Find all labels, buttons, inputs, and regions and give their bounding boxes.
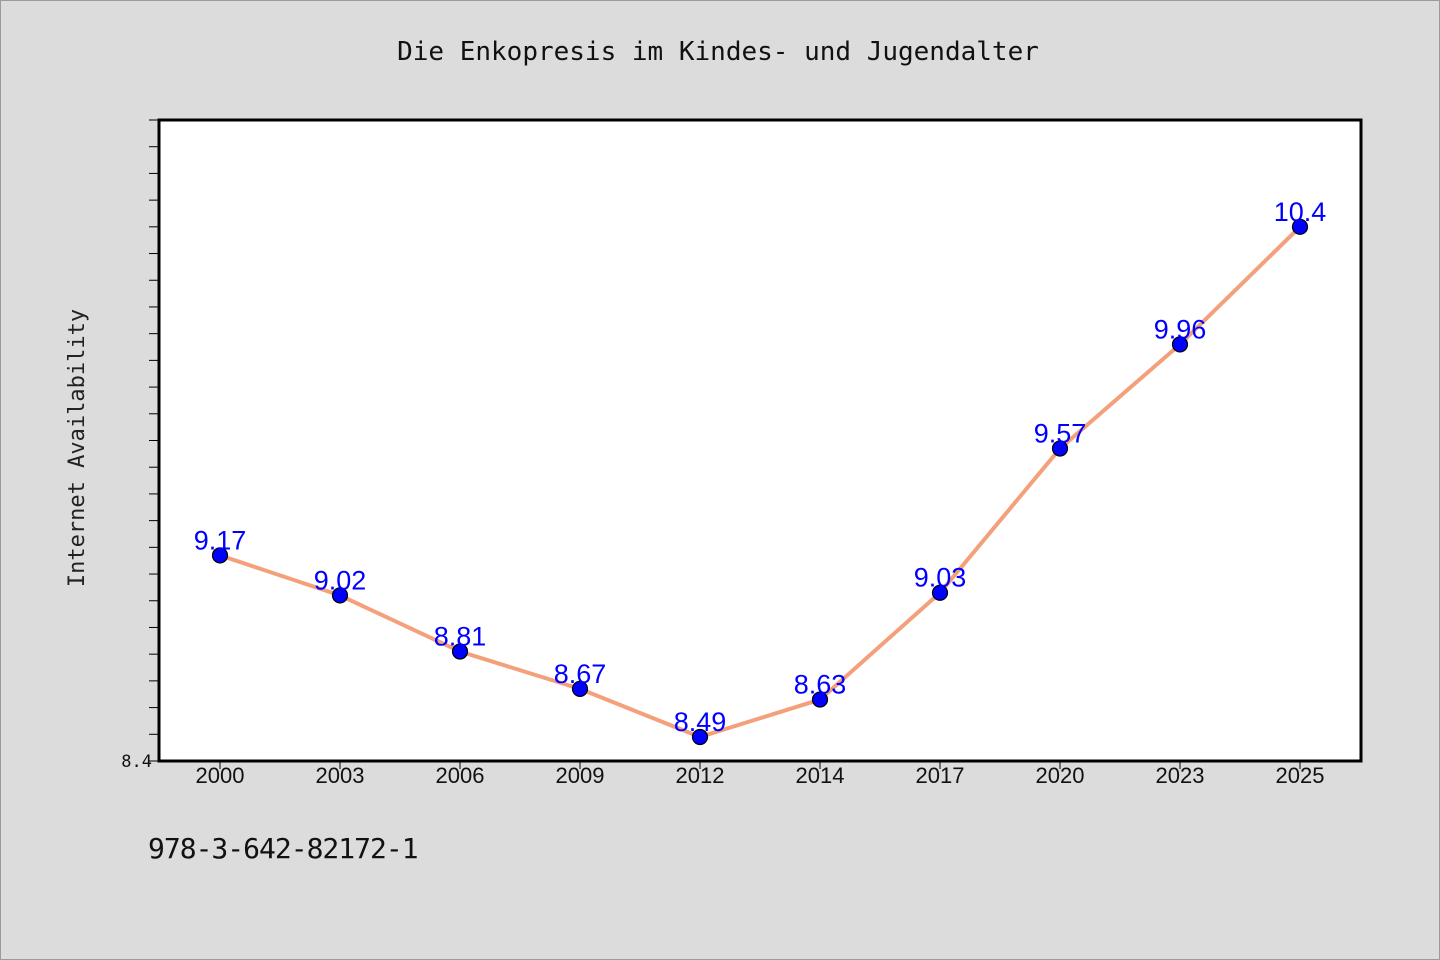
- data-point-marker: [931, 584, 949, 601]
- series-line: [218, 224, 1302, 739]
- x-tick-label: 2014: [796, 763, 845, 788]
- x-tick-label: 2012: [676, 763, 725, 788]
- x-tick-label: 2009: [556, 763, 605, 788]
- data-point-marker: [811, 691, 829, 708]
- data-point-marker: [331, 587, 349, 604]
- x-tick-label: 2020: [1036, 763, 1085, 788]
- data-label: 8.67: [554, 659, 607, 689]
- data-label: 9.02: [314, 565, 367, 595]
- x-tick-label: 2003: [316, 763, 365, 788]
- x-tick-label: 2000: [196, 763, 245, 788]
- data-point-marker: [1051, 440, 1069, 457]
- y-axis-ticks: 8.4: [121, 119, 159, 772]
- data-label: 9.17: [194, 525, 247, 555]
- data-label: 9.57: [1034, 419, 1087, 449]
- data-point-marker: [1291, 218, 1309, 235]
- x-tick-label: 2017: [916, 763, 965, 788]
- data-point-marker: [691, 728, 709, 746]
- y-axis-label: Internet Availability: [65, 309, 90, 587]
- y-tick-label: 8.4: [121, 752, 152, 772]
- chart-title: Die Enkopresis im Kindes- und Jugendalte…: [397, 37, 1039, 67]
- x-axis-ticks: 2000 2003 2006 2009 2012 2014 2017 2020 2023 2025: [196, 761, 1325, 788]
- series-line-path: [218, 224, 1302, 739]
- x-tick-label: 2006: [436, 763, 485, 788]
- data-point-marker: [1171, 336, 1189, 353]
- isbn-footnote: 978-3-642-82172-1: [148, 832, 419, 865]
- data-labels: 9.17 9.02 8.81 8.67 8.49 8.63 9.03 9.57 9.96 10.4: [194, 197, 1327, 737]
- data-point-marker: [211, 547, 229, 564]
- data-label: 8.81: [434, 621, 487, 651]
- x-tick-label: 2025: [1276, 763, 1325, 788]
- data-label: 8.63: [794, 670, 847, 700]
- data-label: 9.03: [914, 563, 967, 593]
- plot-area: [157, 118, 1363, 763]
- data-point-marker: [571, 680, 589, 697]
- data-point-marker: [451, 643, 469, 660]
- series-markers: [211, 218, 1309, 746]
- data-label: 10.4: [1274, 197, 1327, 227]
- x-tick-label: 2023: [1156, 763, 1205, 788]
- data-label: 8.49: [674, 707, 727, 737]
- data-label: 9.96: [1154, 314, 1207, 344]
